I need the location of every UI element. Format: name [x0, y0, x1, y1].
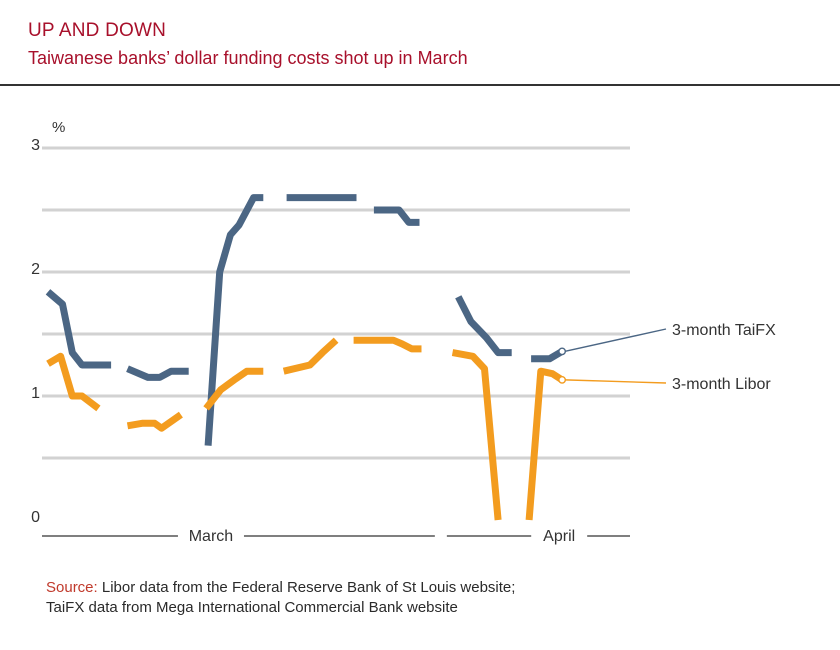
y-tick-label: 2: [31, 261, 40, 278]
y-tick-label: 1: [31, 385, 40, 402]
series-annotations: 3-month TaiFX 3-month Libor: [558, 322, 776, 393]
series-3-month-taifx-segment-4: [373, 206, 420, 226]
series-3-month-taifx-segment-1: [126, 365, 189, 381]
annotation-label-3-month-libor: 3-month Libor: [672, 376, 771, 393]
source-line-2: TaiFX data from Mega International Comme…: [46, 599, 458, 616]
source-label: Source:: [46, 579, 98, 596]
series-3-month-taifx-segment-6: [531, 348, 564, 363]
y-axis-unit: %: [52, 119, 65, 136]
series-3-month-libor-segment-1: [126, 411, 183, 432]
source-note: Source: Libor data from the Federal Rese…: [46, 578, 515, 618]
annotation-leader-3-month-taifx: [564, 328, 667, 353]
y-tick-label: 0: [31, 509, 40, 526]
axis-labels: 0 1 2 3% March April: [31, 119, 630, 545]
x-period-label-march: March: [189, 528, 233, 545]
series-3-month-taifx-segment-2: [204, 194, 264, 446]
annotation-label-3-month-taifx: 3-month TaiFX: [672, 322, 776, 339]
series-3-month-taifx-segment-5: [455, 295, 512, 357]
y-tick-label: 3: [31, 137, 40, 154]
series-3-month-libor-segment-2: [203, 367, 264, 411]
source-line-1: Libor data from the Federal Reserve Bank…: [97, 579, 516, 596]
series-3-month-taifx-segment-0: [45, 289, 112, 369]
chart-title: UP AND DOWN: [28, 20, 167, 41]
series-lines: [45, 194, 564, 521]
series-3-month-libor-segment-6: [525, 367, 564, 521]
series-3-month-libor-segment-0: [46, 352, 101, 412]
line-chart: 0 1 2 3% March April 3-month TaiFX 3-month Lib…: [31, 119, 776, 545]
title-divider: [0, 84, 840, 86]
annotation-marker-3-month-libor: [558, 375, 566, 384]
series-3-month-libor-segment-4: [353, 336, 422, 353]
annotation-leader-3-month-libor: [565, 379, 667, 384]
chart-subtitle: Taiwanese banks’ dollar funding costs sh…: [28, 48, 468, 68]
series-3-month-libor-segment-3: [282, 337, 339, 375]
annotation-marker-3-month-taifx: [558, 347, 566, 356]
x-period-label-april: April: [543, 528, 575, 545]
series-3-month-libor-segment-5: [451, 349, 502, 521]
